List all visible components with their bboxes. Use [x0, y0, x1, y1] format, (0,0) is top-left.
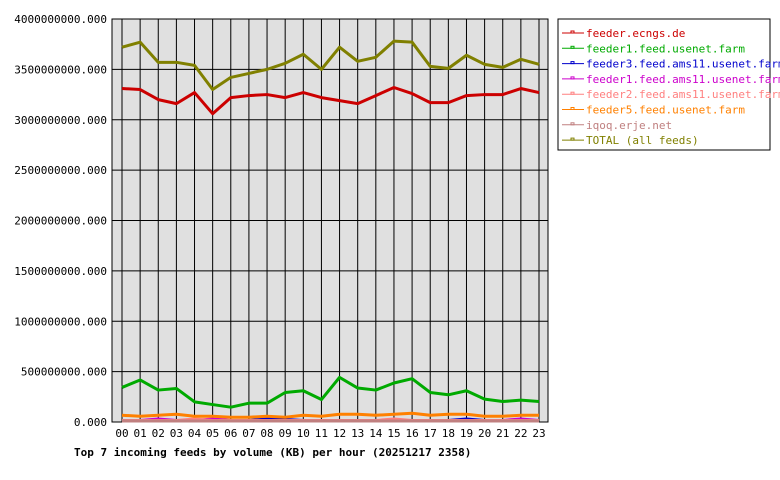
legend-entry: feeder1.feed.usenet.farm — [586, 42, 745, 55]
chart-title: Top 7 incoming feeds by volume (KB) per … — [74, 446, 471, 459]
x-tick-label: 22 — [514, 427, 527, 440]
series-line — [121, 411, 539, 419]
legend-entry: feeder3.feed.ams11.usenet.farm — [586, 58, 780, 71]
y-tick-label: 4000000000.000 — [14, 13, 107, 26]
series-line — [121, 39, 540, 92]
legend-entry: feeder5.feed.usenet.farm — [586, 104, 745, 117]
x-tick-label: 18 — [442, 427, 455, 440]
x-tick-label: 12 — [333, 427, 346, 440]
x-tick-label: 10 — [297, 427, 310, 440]
series-line — [121, 375, 540, 409]
x-tick-label: 19 — [460, 427, 473, 440]
legend-marker — [570, 76, 575, 80]
x-tick-label: 17 — [424, 427, 437, 440]
x-tick-label: 14 — [369, 427, 383, 440]
x-tick-label: 05 — [206, 427, 219, 440]
y-tick-label: 1500000000.000 — [14, 265, 107, 278]
y-tick-label: 2500000000.000 — [14, 164, 107, 177]
x-axis: 00 01 02 03 04 05 06 07 08 09 10 11 12 13 14 15 16 17 18 19… — [115, 427, 545, 440]
x-tick-label: 16 — [405, 427, 418, 440]
x-tick-label: 04 — [188, 427, 202, 440]
legend: feeder.ecngs.de feeder1.feed.usenet.farm f… — [562, 27, 780, 147]
y-tick-label: 2000000000.000 — [14, 215, 107, 228]
legend-box — [557, 18, 771, 151]
legend-entry: iqoq.erje.net — [586, 119, 672, 132]
x-tick-label: 00 — [115, 427, 128, 440]
x-tick-label: 13 — [351, 427, 364, 440]
y-tick-label: 1000000000.000 — [14, 315, 107, 328]
y-tick-label: 3000000000.000 — [14, 114, 107, 127]
legend-marker — [570, 45, 575, 49]
y-tick-label: 3500000000.000 — [14, 63, 107, 76]
legend-marker — [570, 91, 575, 95]
x-tick-label: 06 — [224, 427, 237, 440]
legend-marker — [570, 122, 575, 126]
x-tick-label: 09 — [279, 427, 292, 440]
legend-entry: feeder.ecngs.de — [586, 27, 685, 40]
x-tick-label: 02 — [152, 427, 165, 440]
series-line — [121, 86, 540, 116]
x-tick-label: 03 — [170, 427, 183, 440]
legend-entry: feeder2.feed.ams11.usenet.farm — [586, 88, 780, 101]
legend-entry: TOTAL (all feeds) — [586, 134, 699, 147]
x-tick-label: 07 — [242, 427, 255, 440]
x-tick-label: 23 — [532, 427, 545, 440]
x-tick-label: 15 — [387, 427, 400, 440]
legend-marker — [570, 107, 575, 110]
y-axis: 0.000 500000000.000 1000000000.000 15000000… — [14, 13, 107, 429]
y-tick-label: 500000000.000 — [21, 366, 107, 379]
series-lines — [121, 39, 540, 423]
x-tick-label: 11 — [315, 427, 328, 440]
x-tick-label: 21 — [496, 427, 509, 440]
legend-marker — [570, 137, 575, 141]
legend-entry: feeder1.feed.ams11.usenet.farm — [586, 73, 780, 86]
x-tick-label: 08 — [260, 427, 273, 440]
legend-marker — [570, 61, 575, 65]
x-tick-label: 01 — [134, 427, 147, 440]
legend-marker — [570, 30, 575, 34]
y-tick-label: 0.000 — [74, 416, 107, 429]
x-tick-label: 20 — [478, 427, 491, 440]
